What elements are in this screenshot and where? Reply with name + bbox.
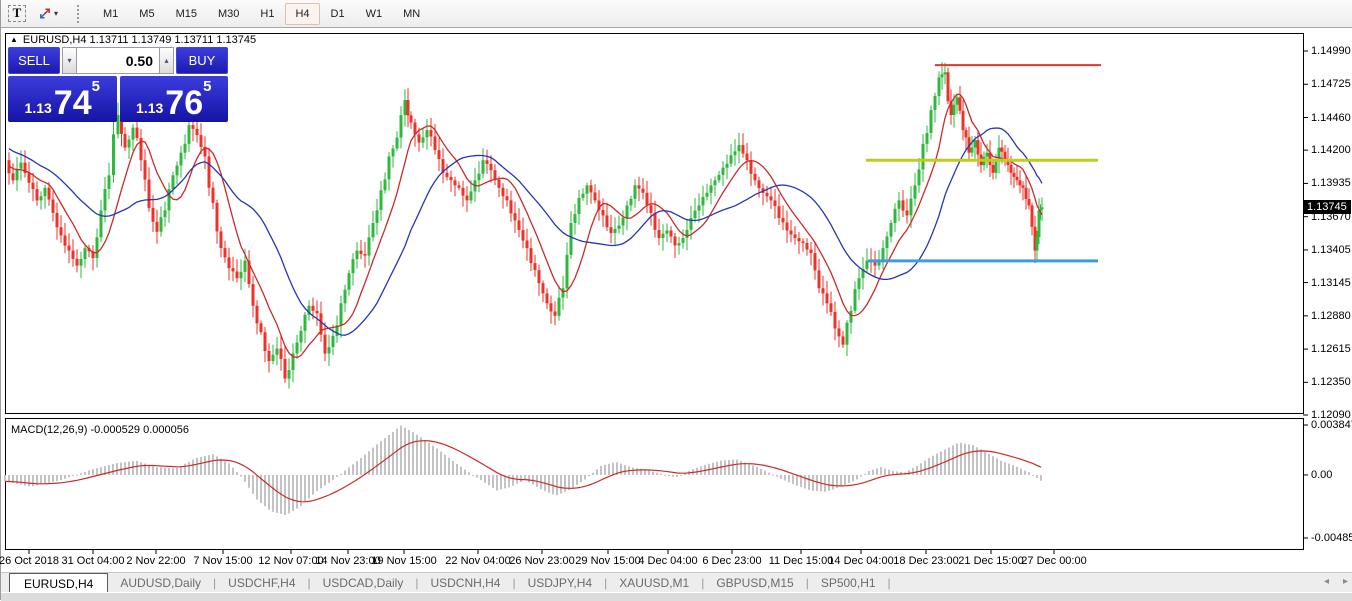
timeframe-m1[interactable]: M1 <box>93 3 128 25</box>
tab-audusd-daily[interactable]: AUDUSD,Daily <box>120 576 202 590</box>
chart-title-text: EURUSD,H4 1.13711 1.13749 1.13711 1.1374… <box>22 34 257 46</box>
time-tick-label: 26 Nov 23:00 <box>509 555 575 567</box>
macd-indicator-label: MACD(12,26,9) -0.000529 0.000056 <box>11 424 189 436</box>
sell-button[interactable]: SELL <box>8 47 60 74</box>
time-tick-label: 11 Dec 15:00 <box>768 555 834 567</box>
price-tick-label: 1.14990 <box>1311 45 1351 57</box>
tab-separator: | <box>512 576 516 590</box>
arrows-icon <box>40 8 50 19</box>
price-tick-label: 1.13935 <box>1311 177 1351 190</box>
dropdown-caret-icon: ▾ <box>53 8 58 18</box>
time-tick-label: 26 Oct 2018 <box>0 555 59 567</box>
price-tick-label: 1.12615 <box>1311 343 1351 356</box>
top-toolbar: T ▾ M1 M5 M15 M30 H1 H4 D1 W1 MN <box>1 0 1352 28</box>
chart-title: ▲ EURUSD,H4 1.13711 1.13749 1.13711 1.13… <box>10 34 256 46</box>
price-tick-label: 1.14460 <box>1311 111 1351 124</box>
time-tick-label: 19 Nov 15:00 <box>371 555 437 567</box>
status-strip <box>1 592 1352 601</box>
price-tick-label: 1.12090 <box>1311 409 1351 421</box>
volume-stepper: ▾ ▴ <box>62 47 174 74</box>
price-tick-label: 1.12350 <box>1311 376 1351 389</box>
time-tick-label: 31 Oct 04:00 <box>61 555 125 567</box>
time-tick-label: 27 Dec 00:00 <box>1021 555 1087 567</box>
time-tick-label: 18 Dec 23:00 <box>893 555 959 567</box>
tab-separator: | <box>701 576 705 590</box>
price-tick-label: 1.13405 <box>1311 243 1351 256</box>
timeframe-m30[interactable]: M30 <box>208 3 249 25</box>
tab-usdcnh-h4[interactable]: USDCNH,H4 <box>430 576 501 590</box>
tab-usdcad-daily[interactable]: USDCAD,Daily <box>322 576 404 590</box>
sell-price-button[interactable]: 1.13 74 5 <box>8 76 117 122</box>
buy-price-button[interactable]: 1.13 76 5 <box>119 76 228 122</box>
volume-input[interactable] <box>77 47 159 74</box>
macd-tick-label: -0.004856 <box>1311 532 1352 544</box>
time-tick-label: 29 Nov 15:00 <box>575 555 641 567</box>
tab-eurusd-h4[interactable]: EURUSD,H4 <box>9 573 109 593</box>
volume-increase-button[interactable]: ▴ <box>159 47 174 74</box>
buy-price-main: 76 <box>165 84 204 122</box>
price-tick-label: 1.14200 <box>1311 144 1351 157</box>
time-tick-label: 14 Dec 04:00 <box>828 555 894 567</box>
buy-button[interactable]: BUY <box>176 47 228 74</box>
toolbar-separator <box>77 4 85 23</box>
buy-price-pipette: 5 <box>203 78 212 95</box>
buy-price-prefix: 1.13 <box>136 100 164 116</box>
cursor-arrows-button[interactable]: ▾ <box>31 3 65 25</box>
price-tick-label: 1.14725 <box>1311 78 1351 91</box>
timeframe-m5[interactable]: M5 <box>129 3 164 25</box>
tab-xauusd-m1[interactable]: XAUUSD,M1 <box>619 576 690 590</box>
sell-price-pipette: 5 <box>91 78 100 95</box>
tab-separator: | <box>213 576 217 590</box>
timeframe-w1[interactable]: W1 <box>356 3 393 25</box>
text-tool-button[interactable]: T <box>5 3 29 25</box>
time-tick-label: 21 Dec 15:00 <box>958 555 1024 567</box>
chart-tab-bar: EURUSD,H4 AUDUSD,Daily | USDCHF,H4 | USDCAD,D… <box>1 572 1352 593</box>
tab-gbpusd-m15[interactable]: GBPUSD,M15 <box>716 576 794 590</box>
tab-separator: | <box>805 576 809 590</box>
time-tick-label: 7 Nov 15:00 <box>193 555 253 567</box>
timeframe-h4[interactable]: H4 <box>285 2 320 25</box>
sell-price-main: 74 <box>53 84 92 122</box>
tab-scroll-right-button[interactable]: ▸ <box>1342 576 1348 587</box>
timeframe-h1[interactable]: H1 <box>250 3 284 25</box>
time-tick-label: 6 Dec 23:00 <box>702 555 762 567</box>
tab-usdjpy-h4[interactable]: USDJPY,H4 <box>527 576 593 590</box>
sell-price-prefix: 1.13 <box>24 100 52 116</box>
macd-tick-label: 0.00 <box>1311 468 1333 481</box>
subwindow-marker-icon: ▲ <box>10 35 18 44</box>
timeframe-d1[interactable]: D1 <box>321 3 355 25</box>
tab-sp500-h1[interactable]: SP500,H1 <box>820 576 876 590</box>
text-tool-icon: T <box>7 5 27 22</box>
tab-scroll-left-button[interactable]: ◂ <box>1323 576 1329 587</box>
timeframe-mn[interactable]: MN <box>393 3 430 25</box>
time-tick-label: 14 Nov 23:00 <box>315 555 381 567</box>
price-tick-label: 1.12880 <box>1311 309 1351 322</box>
tab-usdchf-h4[interactable]: USDCHF,H4 <box>228 576 296 590</box>
timeframe-toolbar: M1 M5 M15 M30 H1 H4 D1 W1 MN <box>93 2 430 25</box>
price-tick-label: 1.13145 <box>1311 276 1351 289</box>
one-click-trade-panel: SELL ▾ ▴ BUY 1.13 74 5 1.13 76 5 <box>8 47 228 122</box>
tab-separator: | <box>887 576 891 590</box>
tab-separator: | <box>604 576 608 590</box>
current-price-box: 1.13745 <box>1304 200 1351 214</box>
chart-tabs: EURUSD,H4 AUDUSD,Daily | USDCHF,H4 | USDCAD,D… <box>1 573 891 593</box>
time-tick-label: 12 Nov 07:00 <box>258 555 324 567</box>
time-tick-label: 2 Nov 22:00 <box>126 555 186 567</box>
tab-separator: | <box>307 576 311 590</box>
tab-separator: | <box>415 576 419 590</box>
time-tick-label: 22 Nov 04:00 <box>445 555 511 567</box>
volume-decrease-button[interactable]: ▾ <box>62 47 77 74</box>
macd-tick-label: 0.003847 <box>1311 419 1352 431</box>
timeframe-m15[interactable]: M15 <box>166 3 207 25</box>
time-tick-label: 4 Dec 04:00 <box>638 555 698 567</box>
tab-scroll-controls: ◂ ▸ <box>1324 576 1348 587</box>
